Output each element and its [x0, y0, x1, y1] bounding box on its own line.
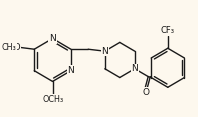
Text: N: N: [68, 66, 74, 75]
Text: CH₃: CH₃: [2, 43, 17, 52]
Text: N: N: [101, 47, 108, 56]
Text: O: O: [14, 43, 20, 52]
Text: O: O: [143, 88, 150, 97]
Text: OCH₃: OCH₃: [42, 95, 63, 104]
Text: N: N: [131, 64, 138, 73]
Text: N: N: [49, 34, 56, 43]
Text: CF₃: CF₃: [161, 26, 175, 35]
